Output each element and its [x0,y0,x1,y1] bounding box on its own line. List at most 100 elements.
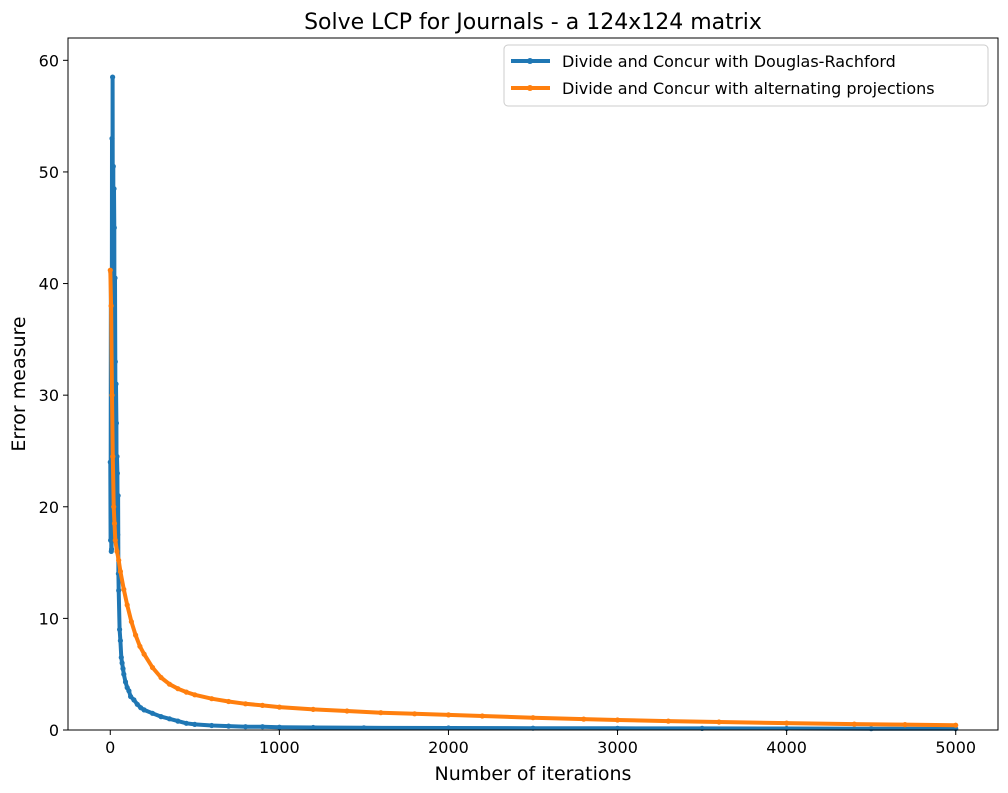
data-point [412,711,418,717]
data-point [131,697,137,703]
data-point [111,504,117,510]
data-point [118,654,124,661]
legend-box [503,44,989,107]
data-point [166,681,173,687]
plot-area [107,74,959,732]
data-point [192,721,198,728]
data-point [175,718,181,724]
data-point [113,381,119,387]
data-point [111,225,117,231]
data-point [108,303,114,309]
x-axis: 0 1000 2000 3000 4000 5000 [105,730,976,757]
y-tick-label: 60 [39,51,59,70]
y-tick-label: 20 [39,498,59,517]
data-point [141,707,147,713]
data-point [784,720,790,726]
x-tick-label: 0 [105,738,115,757]
y-tick-label: 30 [39,386,59,405]
plot-frame [67,37,999,731]
data-point [242,724,249,730]
data-point [133,632,139,638]
data-point [110,74,116,80]
data-point [114,548,120,555]
data-point [344,708,350,714]
data-point [117,626,123,633]
legend-marker-alternating-projections [527,85,533,91]
data-point [116,587,122,594]
data-point [310,706,316,713]
data-point [614,717,621,723]
data-point [128,619,134,625]
data-point [112,359,118,365]
legend-marker-douglas-rachford [527,58,533,64]
data-point [109,135,115,142]
data-point [530,715,536,721]
data-point [158,674,164,681]
data-point [310,724,316,731]
data-point [109,392,115,398]
data-point [479,713,485,719]
data-point [868,726,874,732]
data-point [119,660,125,666]
data-point [361,725,367,731]
data-point [276,724,282,730]
legend-label-douglas-rachford: Divide and Concur with Douglas-Rachford [562,52,896,71]
data-point [149,664,156,671]
data-point [114,470,120,476]
data-point [378,710,384,716]
legend-label-alternating-projections: Divide and Concur with alternating proje… [562,79,935,98]
x-tick-label: 1000 [259,738,300,757]
data-point [117,638,123,644]
series-line [108,75,958,731]
data-point [111,520,118,527]
series-line [108,268,958,728]
data-point [183,720,189,726]
data-point [137,643,143,649]
data-point [192,692,198,698]
data-point [122,679,129,685]
x-tick-label: 3000 [597,738,638,757]
y-tick-label: 40 [39,275,59,294]
x-axis-label: Number of iterations [435,763,632,785]
data-point [445,712,452,718]
data-point [209,696,215,702]
data-point [114,453,120,460]
data-point [109,546,115,552]
x-tick-label: 5000 [935,738,976,757]
data-point [242,701,249,707]
data-point [209,722,215,729]
x-tick-label: 4000 [766,738,807,757]
data-point [953,722,959,728]
data-point [141,651,147,657]
data-point [120,666,126,672]
data-point [134,701,140,707]
data-point [851,721,857,727]
series-2 [107,267,959,728]
data-point [113,420,119,426]
data-point [581,716,587,722]
data-point [121,586,127,593]
data-point [108,537,114,543]
data-point [110,163,116,169]
data-point [226,723,232,729]
chart-title: Solve LCP for Journals - a 124x124 matri… [304,10,762,35]
y-tick-label: 10 [39,609,59,628]
data-point [166,716,173,722]
data-point [107,267,113,273]
data-point [902,722,908,728]
y-axis: 0 10 20 30 40 50 60 [39,51,68,740]
data-point [276,704,282,710]
data-point [445,725,452,731]
data-point [226,698,232,705]
series-1 [107,74,959,732]
data-point [665,718,671,724]
data-point [716,719,722,725]
data-point [175,686,181,692]
y-axis-label: Error measure [8,316,30,451]
data-point [149,710,156,716]
data-point [115,493,121,499]
legend: Divide and Concur with Douglas-Rachford … [503,44,989,107]
data-point [128,693,134,700]
x-tick-label: 2000 [428,738,469,757]
